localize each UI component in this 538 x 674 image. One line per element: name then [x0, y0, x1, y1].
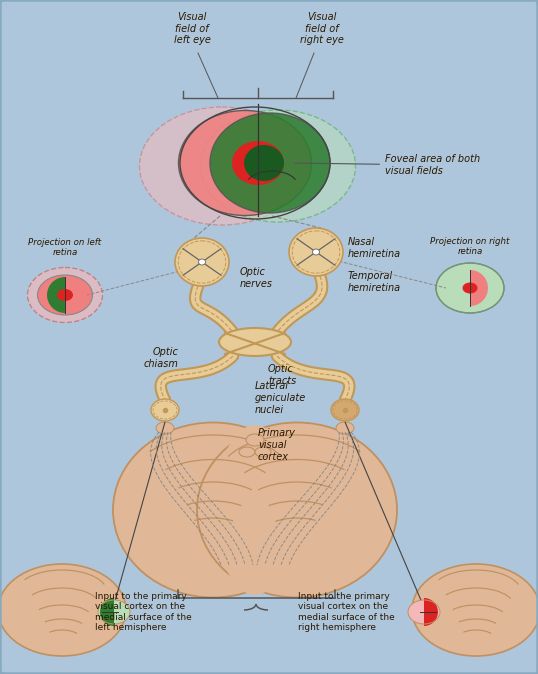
- Ellipse shape: [201, 110, 356, 222]
- Ellipse shape: [232, 141, 284, 185]
- Text: Foveal area of both
visual fields: Foveal area of both visual fields: [295, 154, 480, 176]
- Ellipse shape: [436, 263, 504, 313]
- Ellipse shape: [179, 111, 312, 216]
- Ellipse shape: [255, 447, 271, 457]
- Ellipse shape: [38, 275, 93, 315]
- Ellipse shape: [57, 289, 73, 301]
- Ellipse shape: [113, 423, 313, 597]
- Ellipse shape: [151, 399, 179, 421]
- Text: Nasal
hemiretina: Nasal hemiretina: [348, 237, 401, 259]
- Ellipse shape: [139, 107, 305, 225]
- Ellipse shape: [313, 249, 320, 255]
- Wedge shape: [424, 598, 438, 626]
- Text: Projection on left
retina: Projection on left retina: [29, 238, 102, 257]
- Ellipse shape: [463, 282, 478, 293]
- Ellipse shape: [210, 113, 330, 213]
- Text: Input to the primary
visual cortex on the
medial surface of the
left hemisphere: Input to the primary visual cortex on th…: [95, 592, 192, 632]
- Ellipse shape: [408, 600, 440, 624]
- Text: Visual
field of
left eye: Visual field of left eye: [174, 12, 210, 45]
- Ellipse shape: [175, 238, 229, 286]
- Ellipse shape: [239, 447, 255, 457]
- Text: Optic
nerves: Optic nerves: [240, 267, 273, 288]
- Text: Primary
visual
cortex: Primary visual cortex: [258, 429, 296, 462]
- Text: Optic
tracts: Optic tracts: [268, 364, 296, 386]
- Ellipse shape: [199, 259, 206, 265]
- Ellipse shape: [98, 600, 130, 624]
- Text: Temporal
hemiretina: Temporal hemiretina: [348, 271, 401, 293]
- Wedge shape: [100, 598, 114, 626]
- Wedge shape: [470, 270, 488, 306]
- Ellipse shape: [0, 564, 126, 656]
- Ellipse shape: [246, 434, 264, 446]
- Text: Lateral
geniculate
nuclei: Lateral geniculate nuclei: [255, 381, 306, 415]
- Text: Optic
chiasm: Optic chiasm: [143, 347, 178, 369]
- Ellipse shape: [27, 268, 103, 322]
- Wedge shape: [47, 277, 65, 313]
- Text: Projection on right
retina: Projection on right retina: [430, 237, 509, 256]
- Ellipse shape: [197, 423, 397, 597]
- Text: Input to the primary
visual cortex on the
medial surface of the
right hemisphere: Input to the primary visual cortex on th…: [298, 592, 395, 632]
- Ellipse shape: [244, 145, 284, 181]
- Ellipse shape: [331, 399, 359, 421]
- Ellipse shape: [336, 422, 354, 434]
- Ellipse shape: [156, 422, 174, 434]
- Text: Visual
field of
right eye: Visual field of right eye: [300, 12, 344, 45]
- Ellipse shape: [289, 228, 343, 276]
- Ellipse shape: [219, 328, 291, 356]
- Ellipse shape: [412, 564, 538, 656]
- Ellipse shape: [215, 425, 295, 595]
